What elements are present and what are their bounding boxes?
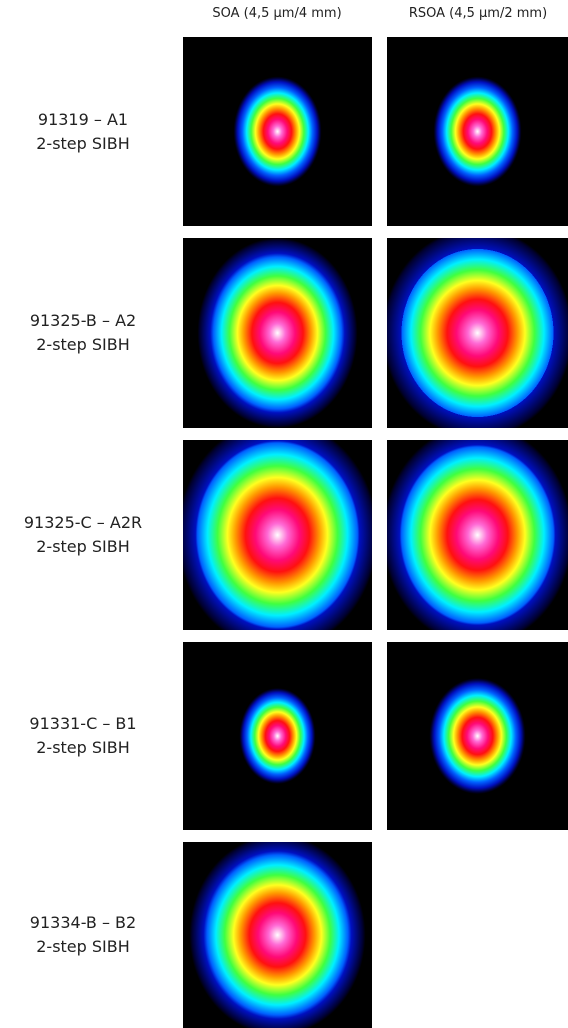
row-label-line: 2-step SIBH — [36, 937, 130, 956]
beam-profile-image — [387, 37, 568, 226]
row-label-line: 2-step SIBH — [36, 738, 130, 757]
beam-profile-image — [387, 642, 568, 830]
row-label-line: 91325-C – A2R — [23, 513, 143, 532]
beam-profile-image — [183, 37, 372, 226]
row-label: 91334-B – B2 2-step SIBH — [0, 911, 166, 959]
column-header: RSOA (4,5 µm/2 mm) — [408, 6, 548, 21]
row-label: 91319 – A1 2-step SIBH — [0, 108, 166, 156]
row-label-line: 91334-B – B2 — [29, 913, 137, 932]
beam-profile-image — [387, 440, 568, 630]
row-label: 91331-C – B1 2-step SIBH — [0, 712, 166, 760]
beam-profile-image — [387, 238, 568, 428]
row-label-line: 91319 – A1 — [37, 109, 129, 129]
beam-profile-image — [183, 238, 372, 428]
beam-profile-image — [183, 440, 372, 630]
row-label: 91325-C – A2R 2-step SIBH — [0, 511, 166, 559]
row-label-line: 2-step SIBH — [36, 133, 130, 153]
beam-profile-image — [183, 642, 372, 830]
row-label: 91325-B – A2 2-step SIBH — [0, 309, 166, 357]
beam-profile-image — [183, 842, 372, 1028]
row-label-line: 2-step SIBH — [36, 335, 130, 354]
column-header: SOA (4,5 µm/4 mm) — [212, 6, 342, 21]
row-label-line: 91325-B – A2 — [29, 311, 137, 330]
row-label-line: 91331-C – B1 — [29, 714, 137, 733]
row-label-line: 2-step SIBH — [36, 537, 130, 556]
